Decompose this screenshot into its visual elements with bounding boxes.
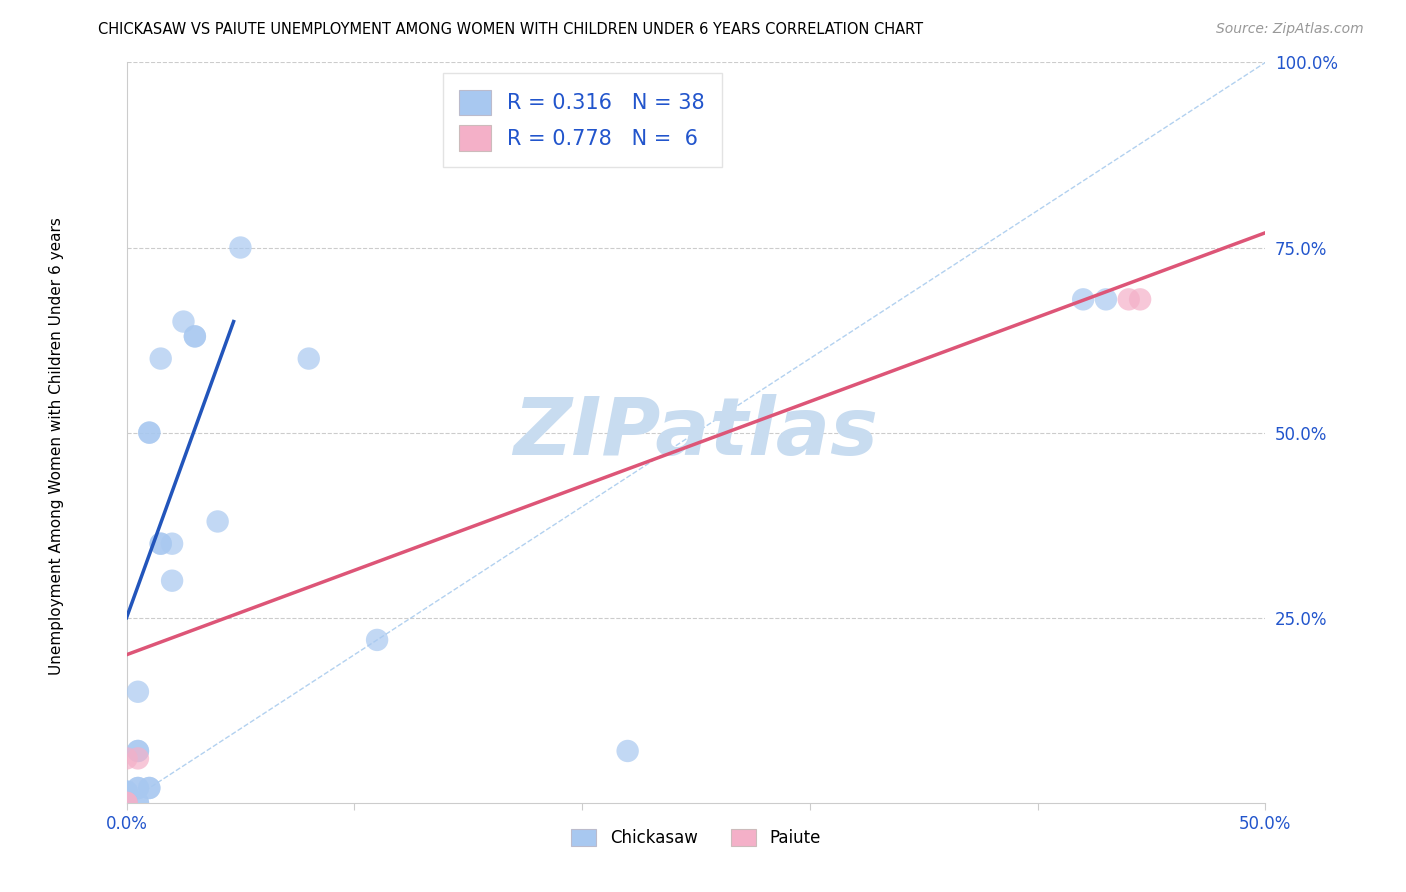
- Point: [127, 744, 149, 758]
- Point: [127, 780, 149, 795]
- Point: [366, 632, 388, 647]
- Point: [149, 536, 172, 550]
- Point: [127, 796, 149, 810]
- Point: [184, 329, 207, 343]
- Point: [115, 796, 138, 810]
- Text: Unemployment Among Women with Children Under 6 years: Unemployment Among Women with Children U…: [49, 217, 63, 675]
- Point: [115, 796, 138, 810]
- Point: [138, 780, 160, 795]
- Point: [127, 744, 149, 758]
- Point: [207, 515, 229, 529]
- Point: [138, 425, 160, 440]
- Point: [115, 789, 138, 803]
- Point: [115, 785, 138, 799]
- Point: [115, 751, 138, 765]
- Point: [149, 536, 172, 550]
- Point: [298, 351, 321, 366]
- Point: [115, 796, 138, 810]
- Point: [138, 425, 160, 440]
- Point: [1071, 293, 1094, 307]
- Text: Source: ZipAtlas.com: Source: ZipAtlas.com: [1216, 22, 1364, 37]
- Point: [115, 796, 138, 810]
- Point: [616, 744, 638, 758]
- Point: [127, 751, 149, 765]
- Point: [1118, 293, 1140, 307]
- Point: [149, 351, 172, 366]
- Text: ZIPatlas: ZIPatlas: [513, 393, 879, 472]
- Point: [160, 536, 183, 550]
- Point: [229, 240, 252, 255]
- Legend: Chickasaw, Paiute: Chickasaw, Paiute: [565, 822, 827, 854]
- Text: CHICKASAW VS PAIUTE UNEMPLOYMENT AMONG WOMEN WITH CHILDREN UNDER 6 YEARS CORRELA: CHICKASAW VS PAIUTE UNEMPLOYMENT AMONG W…: [98, 22, 924, 37]
- Point: [1129, 293, 1152, 307]
- Point: [127, 796, 149, 810]
- Point: [115, 796, 138, 810]
- Point: [160, 574, 183, 588]
- Point: [115, 785, 138, 799]
- Point: [115, 796, 138, 810]
- Point: [172, 314, 194, 328]
- Point: [184, 329, 207, 343]
- Point: [1095, 293, 1118, 307]
- Point: [138, 780, 160, 795]
- Point: [115, 789, 138, 803]
- Point: [115, 785, 138, 799]
- Point: [127, 685, 149, 699]
- Point: [115, 796, 138, 810]
- Point: [115, 796, 138, 810]
- Point: [127, 780, 149, 795]
- Point: [115, 796, 138, 810]
